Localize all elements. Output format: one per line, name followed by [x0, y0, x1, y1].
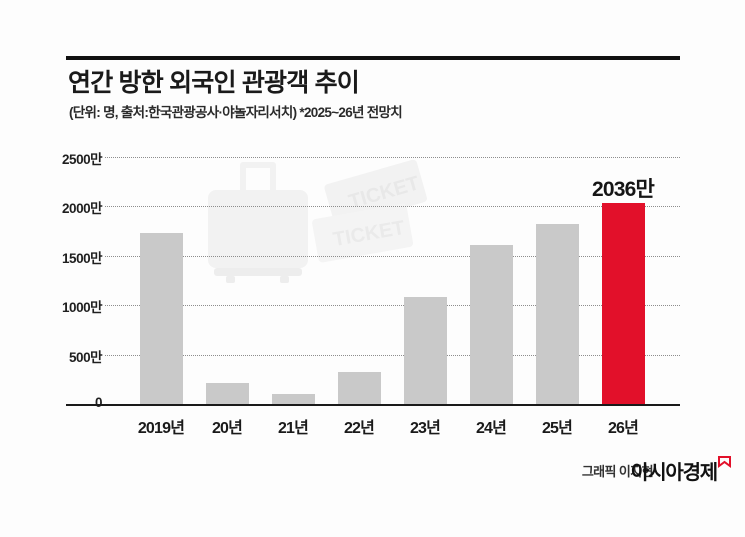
graphic-credit: 그래픽 이지현 [581, 464, 654, 479]
page-title: 연간 방한 외국인 관광객 추이 [68, 69, 360, 97]
x-axis-tick-label: 24년 [475, 420, 507, 437]
y-axis-tick-label: 500만 [69, 349, 102, 365]
y-axis-tick: 1000만 [0, 296, 102, 316]
y-axis-tick-label: 1500만 [62, 250, 102, 266]
x-axis-tick-label: 22년 [343, 420, 375, 437]
x-axis-tick-label: 25년 [541, 420, 573, 437]
y-axis-tick: 500만 [0, 346, 102, 365]
bar [271, 394, 315, 404]
bar [337, 372, 381, 404]
ticket-icon: TICKET [324, 159, 427, 227]
bar-highlight [601, 202, 645, 404]
header-top-rule [66, 56, 680, 60]
x-axis-tick-label: 2019년 [137, 420, 185, 437]
svg-text:TICKET: TICKET [331, 217, 406, 251]
x-axis-baseline [66, 404, 680, 406]
gridline [105, 305, 680, 307]
bar [535, 224, 579, 404]
bar [139, 233, 183, 404]
gridline [105, 255, 680, 257]
x-axis-tick-label: 20년 [211, 420, 243, 437]
bar [205, 382, 249, 404]
suitcase-icon [208, 162, 308, 283]
flag-marker-icon [718, 456, 731, 468]
x-axis-tick-label: 21년 [277, 420, 309, 437]
bar [469, 244, 513, 404]
x-axis-tick-label: 26년 [607, 420, 639, 437]
bar-value-label: 2036만 [591, 177, 655, 201]
y-axis-tick: 2500만 [0, 148, 102, 167]
brand-name: 아시아경제 [631, 462, 718, 484]
y-axis-tick-label: 2000만 [62, 201, 102, 217]
watermark-group: TICKET TICKET [208, 159, 427, 283]
x-axis-tick-label: 23년 [409, 420, 441, 437]
bar [403, 297, 447, 404]
y-axis-tick-label: 2500만 [62, 152, 102, 167]
ticket-icon-secondary: TICKET [312, 203, 414, 263]
y-axis-tick-label: 1000만 [62, 300, 102, 316]
y-axis-tick: 0 [0, 395, 103, 413]
y-axis-tick: 2000만 [0, 197, 102, 217]
y-axis-tick-label: 0 [94, 395, 103, 410]
gridline [105, 206, 680, 208]
chart-subtitle: (단위: 명, 출처:한국관광공사·야놀자리서치) *2025~26년 전망치 [69, 105, 403, 120]
gridline [105, 157, 680, 158]
gridline [105, 354, 680, 356]
y-axis-tick: 1500만 [0, 247, 102, 266]
